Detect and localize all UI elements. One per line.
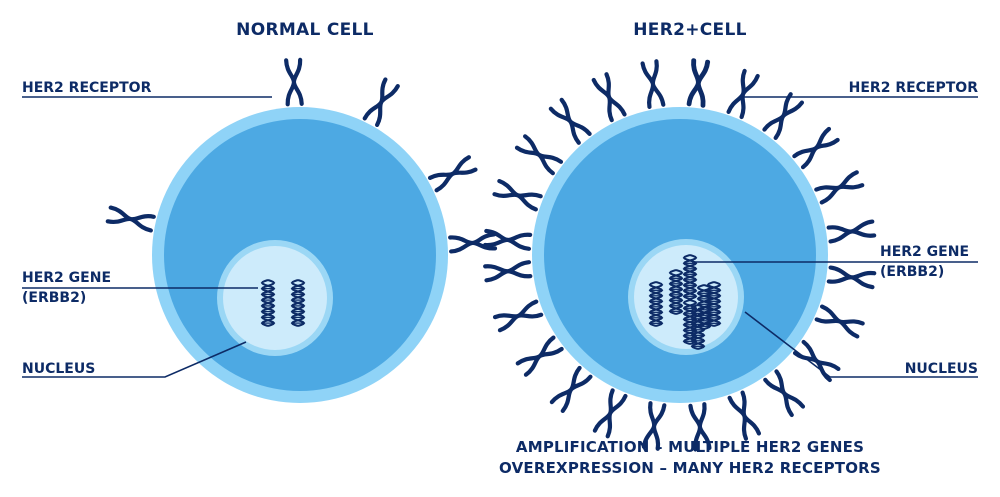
normal-gene-sublabel: (ERBB2) <box>22 290 86 306</box>
normal-nucleus-leader <box>22 341 247 378</box>
receptor-icon <box>686 58 710 108</box>
receptor-icon <box>427 155 478 193</box>
receptor-icon <box>792 126 840 170</box>
normal-receptor-label: HER2 RECEPTOR <box>22 80 152 96</box>
receptor-icon <box>814 170 865 205</box>
normal-genes <box>260 279 306 327</box>
receptor-icon <box>826 219 877 244</box>
her2-gene-label: HER2 GENE <box>880 244 969 260</box>
dna-helix-icon <box>668 269 684 315</box>
normal-cell-title: NORMAL CELL <box>236 20 374 40</box>
dna-helix-icon <box>690 304 706 350</box>
her2-nucleus-label: NUCLEUS <box>905 361 978 377</box>
receptor-icon <box>362 77 400 128</box>
receptor-icon <box>641 401 667 451</box>
receptor-icon <box>483 260 533 283</box>
receptor-icon <box>826 265 877 290</box>
receptor-icon <box>483 228 533 251</box>
receptor-icon <box>284 57 304 107</box>
dna-helix-icon <box>706 281 722 327</box>
receptor-icon <box>549 365 593 414</box>
receptor-icon <box>640 59 666 110</box>
normal-nucleus-label: NUCLEUS <box>22 361 95 377</box>
her2-receptor-label: HER2 RECEPTOR <box>849 80 979 96</box>
normal-receptors <box>105 57 498 254</box>
receptor-icon <box>814 304 865 339</box>
receptor-icon <box>763 369 806 418</box>
normal-nucleus <box>223 246 327 350</box>
receptor-icon <box>515 335 564 377</box>
footer-overexpression: OVEREXPRESSION – MANY HER2 RECEPTORS <box>499 459 881 477</box>
her2-gene-sublabel: (ERBB2) <box>880 264 944 280</box>
receptor-icon <box>105 205 156 233</box>
her2-nucleus-leader <box>744 311 978 378</box>
receptor-icon <box>492 299 544 333</box>
receptor-icon <box>792 339 841 383</box>
normal-cell <box>105 57 498 403</box>
dna-helix-icon <box>290 279 306 327</box>
receptor-icon <box>688 402 712 452</box>
normal-gene-label: HER2 GENE <box>22 270 111 286</box>
footer-amplification: AMPLIFICATION – MULTIPLE HER2 GENES <box>516 438 864 456</box>
receptor-icon <box>727 390 762 441</box>
dna-helix-icon <box>648 281 664 327</box>
receptor-icon <box>548 97 592 145</box>
receptor-icon <box>592 388 628 439</box>
her2-genes <box>648 254 722 350</box>
receptor-icon <box>492 178 543 212</box>
receptor-icon <box>448 232 498 254</box>
her2-cell-title: HER2+CELL <box>633 20 746 40</box>
her2-receptors <box>483 58 877 452</box>
receptor-icon <box>726 68 760 120</box>
dna-helix-icon <box>260 279 276 327</box>
receptor-icon <box>591 72 627 123</box>
her2-cell <box>483 58 877 452</box>
receptor-icon <box>762 92 805 141</box>
receptor-icon <box>514 134 564 176</box>
